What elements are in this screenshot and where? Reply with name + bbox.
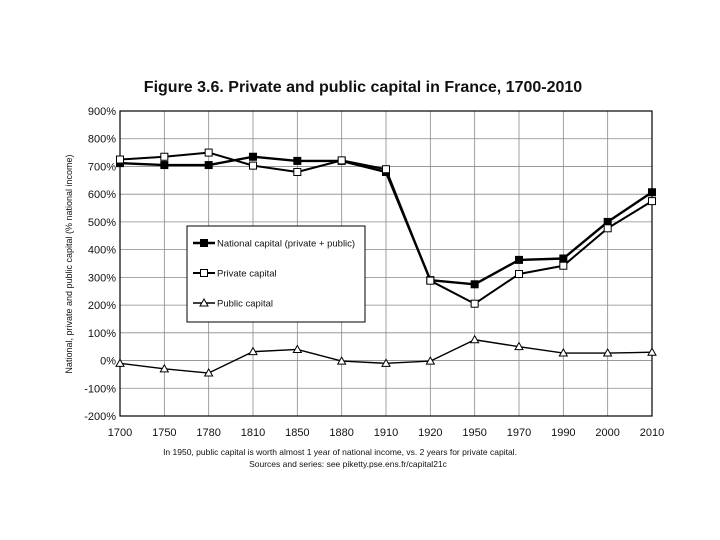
x-tick-label: 1700	[108, 427, 132, 439]
x-tick-label: 1850	[285, 427, 309, 439]
data-point	[336, 356, 347, 365]
x-tick-label: 1970	[507, 427, 531, 439]
data-point	[382, 165, 390, 174]
data-point	[381, 358, 391, 367]
data-point	[647, 347, 657, 356]
data-point	[160, 161, 169, 170]
y-tick-label: 600%	[88, 189, 116, 201]
data-point	[559, 261, 568, 270]
data-point	[293, 156, 302, 165]
y-tick-label: 0%	[100, 356, 116, 368]
legend: National capital (private + public) Priva…	[186, 225, 366, 323]
y-axis-label: National, private and public capital (% …	[64, 154, 74, 373]
data-point	[515, 270, 523, 279]
data-point	[204, 161, 213, 170]
data-point	[249, 161, 257, 170]
data-point	[426, 276, 435, 285]
legend-marker	[200, 239, 208, 247]
y-tick-label: -100%	[84, 383, 116, 395]
data-point	[470, 280, 479, 289]
data-point	[603, 224, 612, 233]
x-tick-label: 2010	[640, 427, 664, 439]
data-point	[248, 346, 258, 356]
y-tick-label: 400%	[88, 245, 116, 257]
x-tick-label: 1990	[551, 427, 575, 439]
x-tick-labels: 1700 1750 1780 1810 1850 1880 1910 1920 1950 1970…	[108, 427, 664, 439]
data-point	[602, 348, 613, 357]
x-tick-label: 1750	[152, 427, 176, 439]
data-point	[559, 254, 568, 263]
y-tick-label: -200%	[84, 411, 116, 423]
data-point	[116, 155, 124, 164]
y-tick-label: 700%	[88, 161, 116, 173]
x-tick-label: 1880	[329, 427, 353, 439]
legend-box	[186, 225, 366, 323]
y-tick-label: 900%	[88, 106, 116, 118]
x-tick-label: 1910	[374, 427, 398, 439]
data-point	[470, 299, 479, 308]
data-point	[558, 348, 569, 357]
x-tick-label: 2000	[595, 427, 619, 439]
data-point	[115, 358, 125, 367]
y-tick-label: 300%	[88, 272, 116, 284]
chart-title: Figure 3.6. Private and public capital i…	[144, 79, 583, 96]
data-point	[204, 148, 213, 157]
data-point	[515, 255, 523, 264]
y-tick-label: 800%	[88, 134, 116, 146]
series-3	[115, 334, 657, 377]
x-tick-label: 1920	[418, 427, 442, 439]
y-tick-label: 500%	[88, 217, 116, 229]
data-point	[203, 368, 214, 377]
data-point	[425, 356, 436, 365]
y-tick-label: 200%	[88, 300, 116, 312]
footnote-text: In 1950, public capital is worth almost …	[163, 447, 517, 457]
legend-label: Private capital	[217, 269, 277, 280]
y-tick-labels: 900% 800% 700% 600% 500% 400% 300% 200% 100% 0% -1…	[84, 106, 116, 423]
data-point	[337, 156, 346, 165]
sources-text: Sources and series: see piketty.pse.ens.…	[249, 459, 448, 469]
legend-marker	[200, 269, 208, 277]
data-point	[292, 344, 303, 353]
data-point	[648, 197, 656, 206]
series-2	[116, 148, 656, 308]
legend-marker	[199, 297, 209, 307]
series-layer	[115, 148, 657, 377]
x-tick-label: 1950	[462, 427, 486, 439]
data-point	[514, 341, 524, 351]
data-point	[469, 334, 480, 344]
data-point	[160, 152, 169, 161]
data-point	[293, 168, 302, 176]
data-point	[648, 188, 656, 197]
x-tick-label: 1780	[196, 427, 220, 439]
legend-label: National capital (private + public)	[217, 239, 355, 250]
data-point	[159, 363, 170, 373]
x-tick-label: 1810	[241, 427, 265, 439]
y-tick-label: 100%	[88, 328, 116, 340]
plot-frame	[119, 110, 653, 417]
legend-label: Public capital	[217, 299, 273, 310]
data-point	[249, 152, 257, 161]
